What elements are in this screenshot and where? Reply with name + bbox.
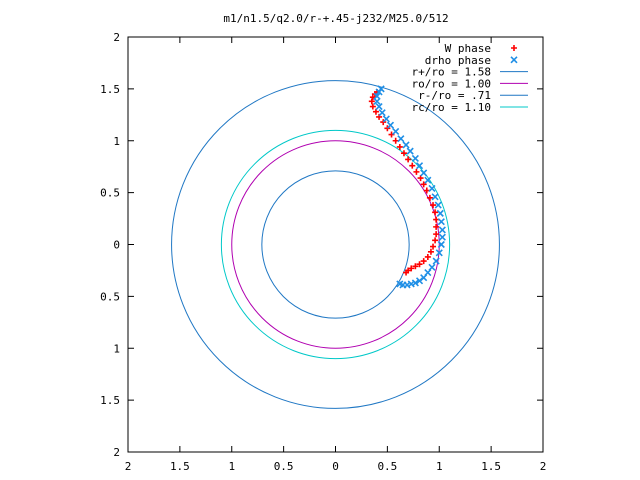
legend-label: drho phase	[425, 54, 491, 67]
drho-phase-point	[424, 176, 432, 184]
reference-circle	[231, 140, 440, 349]
w-phase-point	[430, 243, 437, 250]
legend-label: r+/ro = 1.58	[412, 66, 491, 79]
drho-phase-point	[437, 240, 445, 249]
x-tick-label: 1.5	[481, 460, 501, 473]
y-tick-label: 0.5	[100, 187, 120, 200]
drho-phase-point	[428, 263, 436, 271]
w-phase-point	[432, 237, 439, 244]
drho-phase-point	[432, 257, 440, 265]
drho-phase-point	[378, 109, 386, 117]
drho-phase-point	[434, 201, 442, 209]
w-phase-point	[433, 231, 440, 238]
drho-phase-point	[411, 279, 419, 287]
drho-phase-point	[392, 127, 400, 135]
x-tick-label: 2	[125, 460, 132, 473]
w-phase-point	[369, 103, 376, 110]
w-phase-point	[433, 223, 440, 230]
y-tick-label: 0.5	[100, 290, 120, 303]
drho-phase-point	[435, 249, 443, 257]
w-phase-point	[396, 143, 403, 150]
drho-phase-point	[437, 218, 445, 226]
w-phase-point	[426, 194, 433, 201]
w-phase-point	[380, 119, 387, 126]
w-phase-point	[405, 267, 412, 274]
legend-marker-plus	[511, 45, 517, 51]
w-phase-point	[408, 265, 415, 272]
w-phase-point	[420, 181, 427, 188]
w-phase-point	[384, 125, 391, 132]
x-tick-label: 0.5	[377, 460, 397, 473]
reference-circle	[171, 80, 500, 409]
y-tick-label: 2	[113, 31, 120, 44]
w-phase-point	[409, 162, 416, 169]
drho-phase-point	[377, 85, 385, 93]
y-tick-label: 1	[113, 342, 120, 355]
x-tick-label: 1	[228, 460, 235, 473]
drho-phase-point	[438, 226, 446, 234]
drho-phase-point	[397, 135, 405, 143]
y-tick-label: 1.5	[100, 83, 120, 96]
drho-phase-point	[415, 162, 424, 170]
y-tick-label: 1	[113, 135, 120, 148]
x-tick-label: 0	[332, 460, 339, 473]
drho-phase-point	[373, 92, 381, 100]
x-tick-label: 2	[540, 460, 547, 473]
drho-phase-point	[375, 102, 383, 111]
legend-label: rc/ro = 1.10	[412, 101, 491, 114]
x-tick-label: 1	[436, 460, 443, 473]
reference-circle	[220, 129, 451, 360]
drho-phase-point	[411, 154, 419, 162]
w-phase-point	[372, 108, 379, 115]
y-tick-label: 2	[113, 446, 120, 459]
x-tick-label: 1.5	[170, 460, 190, 473]
w-phase-point	[430, 202, 437, 209]
drho-phase-point	[386, 121, 395, 129]
w-phase-point	[417, 175, 424, 182]
reference-circles	[171, 80, 500, 409]
w-phase-point	[412, 263, 419, 270]
w-phase-point	[427, 248, 434, 255]
w-phase-point	[413, 168, 420, 175]
drho-phase-point	[438, 233, 446, 241]
w-phase-point	[432, 209, 439, 216]
w-phase-point	[424, 253, 431, 260]
w-phase-point	[405, 156, 412, 163]
y-tick-label: 0	[113, 239, 120, 252]
drho-phase-point	[420, 169, 428, 177]
drho-phase-point	[402, 141, 410, 149]
chart-title: m1/n1.5/q2.0/r-+.45-j232/M25.0/512	[223, 12, 448, 25]
legend-label: r-/ro = .71	[418, 89, 491, 102]
drho-phase-point	[373, 97, 381, 105]
w-phase-point	[368, 98, 375, 105]
drho-phase-point	[428, 184, 436, 193]
w-phase-point	[400, 150, 407, 157]
drho-phase-point	[436, 209, 444, 217]
legend-label: ro/ro = 1.00	[412, 77, 491, 90]
axis-ticks: 2 1.5 1 0.5 0 0.5 1 1.5 221.510.500.511.52	[100, 31, 546, 473]
drho-phase-point	[382, 115, 390, 123]
legend-marker-cross	[510, 56, 518, 64]
drho-phase-point	[406, 147, 414, 155]
x-tick-label: 0.5	[274, 460, 294, 473]
w-phase-point	[416, 261, 423, 268]
reference-circle	[261, 170, 410, 319]
data-series	[368, 85, 446, 289]
y-tick-label: 1.5	[100, 394, 120, 407]
legend-label: W phase	[445, 42, 491, 55]
w-phase-point	[420, 258, 427, 265]
drho-phase-point	[431, 193, 439, 201]
